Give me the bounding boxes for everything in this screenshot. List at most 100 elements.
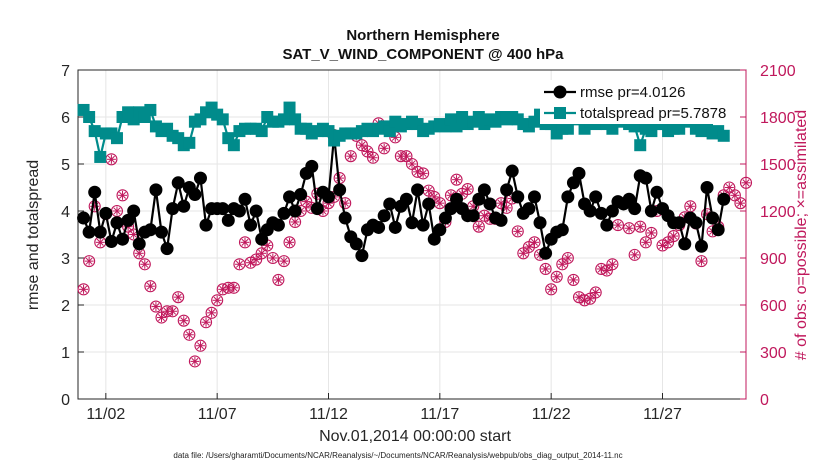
obs-possible-marker xyxy=(639,236,652,249)
obs-possible-marker xyxy=(461,183,474,196)
legend-marker xyxy=(553,85,567,99)
obs-assimilated-marker xyxy=(642,238,650,246)
obs-count-point xyxy=(255,247,268,260)
x-axis-label: Nov.01,2014 00:00:00 start xyxy=(319,428,511,445)
totalspread-point xyxy=(450,120,463,133)
obs-possible-marker xyxy=(188,355,201,368)
y-tick-label: 1 xyxy=(61,345,70,362)
rmse-point xyxy=(199,218,213,232)
obs-assimilated-marker xyxy=(547,285,555,293)
obs-possible-marker xyxy=(138,258,151,271)
rmse-point xyxy=(160,242,174,256)
rmse-point xyxy=(121,213,135,227)
rmse-point xyxy=(93,225,107,239)
obs-possible-marker xyxy=(472,220,485,233)
obs-assimilated-marker xyxy=(553,273,561,281)
rmse-point xyxy=(249,204,263,218)
obs-count-point xyxy=(723,181,736,194)
rmse-point xyxy=(600,218,614,232)
totalspread-point xyxy=(110,132,123,145)
obs-possible-marker xyxy=(734,197,747,210)
obs-assimilated-marker xyxy=(497,199,505,207)
obs-possible-marker xyxy=(528,236,541,249)
rmse-point xyxy=(155,225,168,239)
obs-possible-marker xyxy=(378,142,391,155)
rmse-point xyxy=(166,202,180,216)
obs-assimilated-marker xyxy=(169,307,177,315)
y-axis-label: rmse and totalspread xyxy=(25,160,42,310)
rmse-point xyxy=(466,209,480,223)
obs-possible-marker xyxy=(172,291,185,304)
x-tick-label: 11/27 xyxy=(643,406,682,423)
obs-count-point xyxy=(77,283,90,296)
obs-possible-marker xyxy=(339,197,352,210)
obs-assimilated-marker xyxy=(213,296,221,304)
obs-assimilated-marker xyxy=(196,342,205,350)
obs-possible-marker xyxy=(183,328,196,341)
rmse-point xyxy=(171,176,185,190)
y2-axis-label: # of obs: o=possible; ×=assimilated xyxy=(793,110,810,360)
totalspread-point xyxy=(673,122,686,135)
totalspread-point xyxy=(83,111,96,123)
obs-possible-marker xyxy=(144,280,157,293)
x-tick-label: 11/22 xyxy=(532,406,571,423)
rmse-point xyxy=(527,190,541,204)
obs-count-point xyxy=(289,215,302,229)
obs-count-point xyxy=(266,251,279,265)
obs-possible-marker xyxy=(88,200,101,213)
obs-count-point xyxy=(88,200,101,213)
obs-assimilated-marker xyxy=(514,227,522,235)
obs-count-point xyxy=(233,258,246,271)
obs-count-point xyxy=(205,306,218,319)
obs-possible-marker xyxy=(366,151,380,164)
rmse-point xyxy=(422,197,436,211)
rmse-point xyxy=(566,176,580,190)
rmse-point xyxy=(594,206,608,220)
rmse-point xyxy=(450,192,464,206)
totalspread-point xyxy=(717,129,730,142)
rmse-point xyxy=(555,223,569,237)
rmse-point xyxy=(589,190,603,204)
obs-count-point xyxy=(378,142,391,155)
obs-assimilated-marker xyxy=(503,204,511,212)
obs-count-point xyxy=(110,204,124,218)
obs-assimilated-marker xyxy=(191,357,199,365)
y-tick-label: 3 xyxy=(61,251,70,268)
chart-title: Northern Hemisphere xyxy=(346,27,499,44)
rmse-point xyxy=(110,216,124,230)
obs-assimilated-marker xyxy=(391,133,399,141)
obs-count-point xyxy=(550,270,563,283)
rmse-point xyxy=(333,183,347,197)
obs-count-point xyxy=(172,291,185,304)
obs-assimilated-marker xyxy=(525,243,533,251)
obs-possible-marker xyxy=(634,220,647,233)
obs-possible-marker xyxy=(561,251,574,265)
obs-assimilated-marker xyxy=(425,187,433,195)
rmse-point xyxy=(561,190,575,204)
obs-assimilated-marker xyxy=(731,191,739,199)
rmse-point xyxy=(116,232,130,246)
rmse-point xyxy=(533,216,547,230)
rmse-point xyxy=(411,183,425,197)
totalspread-point xyxy=(227,139,240,152)
rmse-point xyxy=(444,202,458,216)
rmse-point xyxy=(522,202,536,216)
obs-possible-marker xyxy=(211,294,224,307)
y2-tick-label: 300 xyxy=(760,345,787,362)
obs-possible-marker xyxy=(77,283,90,296)
obs-assimilated-marker xyxy=(419,169,427,177)
chart-subtitle: SAT_V_WIND_COMPONENT @ 400 hPa xyxy=(282,46,564,63)
obs-assimilated-marker xyxy=(96,238,104,246)
obs-count-point xyxy=(739,176,753,189)
rmse-point xyxy=(628,202,642,216)
obs-count-point xyxy=(561,251,574,265)
obs-count-point xyxy=(405,157,419,171)
legend-entry: rmse pr=4.0126 xyxy=(580,84,685,101)
rmse-point xyxy=(132,237,146,251)
obs-count-point xyxy=(144,280,157,293)
rmse-point xyxy=(700,181,714,194)
totalspread-point xyxy=(94,150,107,163)
obs-assimilated-marker xyxy=(336,174,344,182)
obs-assimilated-marker xyxy=(363,147,372,156)
